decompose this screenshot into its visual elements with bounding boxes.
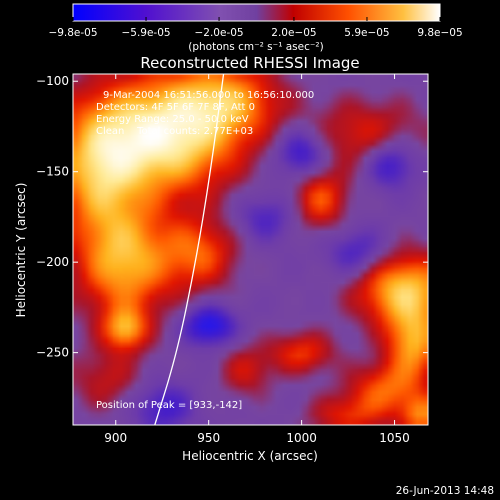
colorbar-tick-label: −9.8e-05 bbox=[48, 27, 97, 39]
colorbar-tick-label: 9.8e−05 bbox=[417, 27, 462, 39]
colorbar-tick-label: −5.9e-05 bbox=[121, 27, 170, 39]
colorbar bbox=[72, 3, 441, 22]
annotation-total-counts: Clean Total counts: 2.77E+03 bbox=[96, 126, 253, 137]
plot-frame bbox=[72, 73, 429, 426]
peak-position-label: Position of Peak = [933,-142] bbox=[96, 400, 242, 411]
colorbar-unit-label: (photons cm⁻² s⁻¹ asec⁻²) bbox=[188, 41, 323, 53]
annotation-detectors: Detectors: 4F 5F 6F 7F 8F, Att 0 bbox=[96, 102, 255, 113]
y-tick-label: −150 bbox=[36, 165, 69, 179]
y-tick-label: −200 bbox=[36, 255, 69, 269]
y-axis-ticks: −100 −150 −200 −250 bbox=[36, 74, 428, 360]
heatmap-image bbox=[73, 74, 428, 425]
colorbar-ticks bbox=[72, 17, 441, 21]
x-axis-label: Heliocentric X (arcsec) bbox=[182, 449, 318, 463]
footer-timestamp: 26-Jun-2013 14:48 bbox=[396, 485, 494, 497]
x-tick-label: 900 bbox=[104, 431, 127, 445]
x-tick-label: 1000 bbox=[286, 431, 317, 445]
annotation-energy-range: Energy Range: 25.0 - 50.0 keV bbox=[96, 114, 249, 125]
colorbar-tick-label: −2.0e-05 bbox=[194, 27, 243, 39]
y-tick-label: −250 bbox=[36, 346, 69, 360]
colorbar-tick-label: 2.0e−05 bbox=[271, 27, 316, 39]
y-axis-label: Heliocentric Y (arcsec) bbox=[14, 183, 28, 318]
x-tick-label: 950 bbox=[197, 431, 220, 445]
annotation-time-range: 9-Mar-2004 16:51:56.000 to 16:56:10.000 bbox=[103, 90, 314, 101]
x-axis-ticks: 900 950 1000 1050 bbox=[104, 74, 410, 445]
colorbar-tick-labels: −9.8e-05 −5.9e-05 −2.0e-05 2.0e−05 5.9e−05 9.… bbox=[48, 27, 462, 39]
y-tick-label: −100 bbox=[36, 74, 69, 88]
colorbar-tick-label: 5.9e−05 bbox=[344, 27, 389, 39]
chart-title: Reconstructed RHESSI Image bbox=[140, 54, 359, 72]
x-tick-label: 1050 bbox=[379, 431, 410, 445]
solar-limb-curve bbox=[154, 74, 225, 425]
